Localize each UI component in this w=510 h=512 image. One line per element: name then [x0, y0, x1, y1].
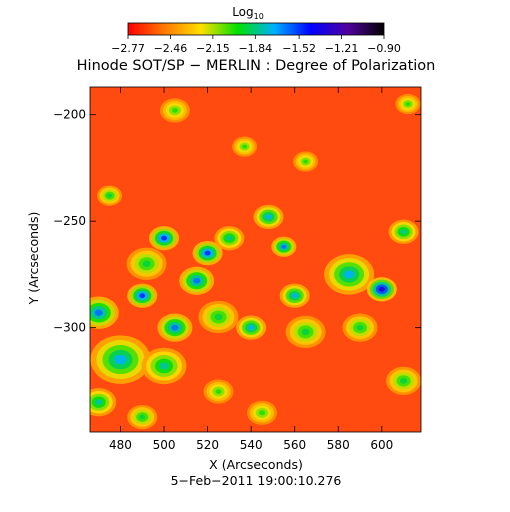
feature-level — [301, 328, 310, 336]
polarization-feature — [232, 136, 258, 157]
feature-level — [215, 389, 222, 394]
feature-level — [344, 270, 355, 279]
colorbar-tick-label: −0.90 — [367, 42, 401, 55]
feature-level — [94, 309, 103, 316]
polarization-feature — [141, 347, 187, 385]
feature-level — [400, 378, 408, 384]
x-tick-label: 520 — [196, 438, 219, 452]
feature-level — [265, 214, 272, 220]
feature-level — [161, 235, 168, 241]
polarization-feature — [192, 240, 223, 266]
feature-level — [248, 325, 255, 331]
feature-level — [242, 144, 248, 149]
polarization-feature — [90, 296, 119, 329]
feature-level — [214, 313, 223, 321]
colorbar-tick-label: −1.84 — [238, 42, 272, 55]
chart-title: Hinode SOT/SP − MERLIN : Degree of Polar… — [77, 58, 436, 74]
feature-level — [142, 260, 151, 267]
polarization-feature — [386, 366, 421, 396]
x-tick-label: 540 — [240, 438, 263, 452]
feature-level — [114, 354, 127, 365]
polarization-feature — [366, 277, 397, 302]
colorbar-tick-label: −2.15 — [196, 42, 230, 55]
feature-level — [303, 159, 309, 164]
feature-level — [259, 410, 266, 416]
feature-level — [405, 102, 411, 107]
y-tick-label: −250 — [53, 214, 86, 228]
polarization-feature — [253, 204, 284, 230]
polarization-feature — [285, 315, 326, 349]
feature-level — [226, 235, 233, 241]
polarization-feature — [127, 283, 158, 308]
polarization-feature — [198, 300, 239, 334]
feature-level — [378, 286, 385, 292]
y-tick-label: −200 — [53, 108, 86, 122]
feature-level — [193, 277, 201, 284]
colorbar-ticks: −2.77 −2.46 −2.15 −1.84 −1.52 −1.21 −0.90 — [111, 35, 401, 55]
polarization-feature — [324, 254, 375, 295]
polarization-feature — [90, 388, 117, 417]
colorbar-tick-label: −2.77 — [111, 42, 145, 55]
x-tick-label: 580 — [327, 438, 350, 452]
colorbar-swatch — [127, 22, 385, 36]
x-axis-ticks: 480 500 520 540 560 580 600 — [109, 87, 393, 452]
feature-level — [281, 244, 287, 249]
polarization-feature — [90, 335, 151, 384]
polarization-feature — [388, 219, 419, 244]
feature-level — [159, 362, 169, 370]
polarization-feature — [293, 151, 319, 172]
plot-frame — [89, 86, 422, 433]
colorbar-label: Log10 — [232, 5, 264, 21]
polarization-feature — [247, 400, 278, 425]
polarization-feature — [127, 404, 158, 430]
map-features — [90, 93, 421, 430]
polarization-feature — [203, 379, 234, 404]
x-tick-label: 500 — [153, 438, 176, 452]
x-tick-label: 560 — [283, 438, 306, 452]
polarization-feature — [342, 313, 378, 342]
polarization-feature — [97, 185, 123, 206]
polarization-feature — [157, 313, 193, 342]
polarization-feature — [159, 98, 190, 123]
feature-level — [400, 229, 407, 235]
polarization-map — [90, 87, 421, 432]
x-tick-label: 480 — [109, 438, 132, 452]
x-tick-label: 600 — [370, 438, 393, 452]
colorbar-tick-label: −2.46 — [154, 42, 188, 55]
y-axis-ticks: −200 −250 −300 — [53, 108, 421, 335]
y-tick-label: −300 — [53, 321, 86, 335]
polarization-feature — [179, 266, 215, 295]
colorbar: Log10 −2.77 −2.46 −2.15 −1.84 −1.52 −1.21 −0.9… — [111, 5, 401, 55]
feature-level — [171, 107, 178, 113]
feature-level — [95, 399, 103, 406]
polarization-feature — [279, 283, 310, 308]
polarization-feature — [395, 93, 421, 115]
x-axis-label: X (Arcseconds) — [209, 457, 303, 472]
colorbar-tick-label: −1.52 — [282, 42, 316, 55]
polarization-feature — [149, 226, 180, 251]
y-axis-label: Y (Arcseconds) — [26, 212, 41, 306]
polarization-feature — [271, 236, 297, 257]
colorbar-tick-label: −1.21 — [325, 42, 359, 55]
feature-level — [204, 250, 211, 256]
polarization-feature — [126, 247, 167, 280]
feature-level — [171, 324, 179, 331]
polarization-feature — [236, 315, 267, 340]
feature-level — [139, 293, 146, 299]
feature-level — [139, 414, 146, 420]
feature-level — [291, 293, 298, 299]
feature-level — [107, 193, 113, 198]
feature-level — [356, 324, 364, 331]
polarization-feature — [214, 226, 245, 251]
timestamp-label: 5−Feb−2011 19:00:10.276 — [171, 473, 342, 488]
